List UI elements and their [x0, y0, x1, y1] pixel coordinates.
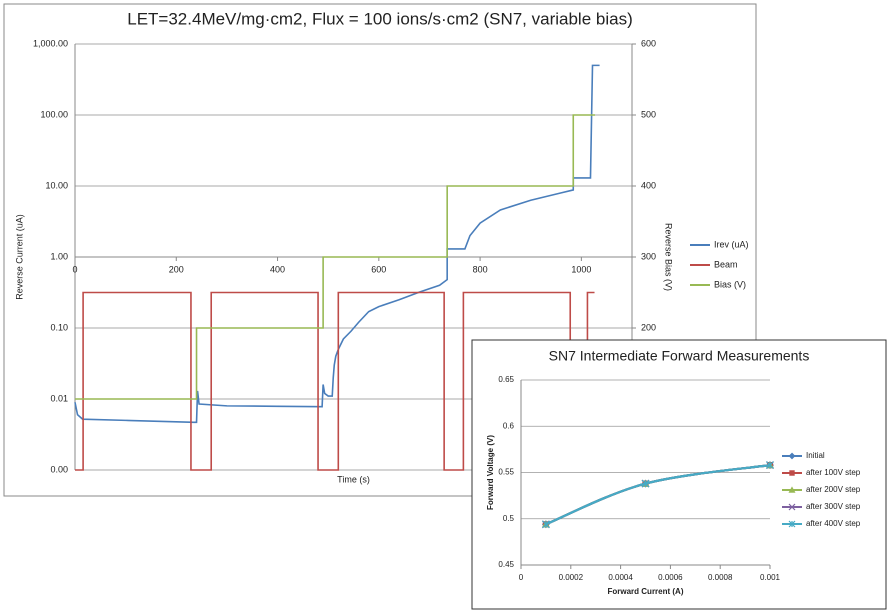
- x-tick-label: 0.0004: [608, 573, 633, 582]
- y2-tick-label: 300: [641, 251, 656, 261]
- legend-label: Beam: [714, 259, 738, 269]
- legend-label: after 200V step: [806, 485, 861, 494]
- x-tick-label: 0: [72, 264, 77, 274]
- x-axis-title: Time (s): [337, 474, 370, 484]
- y-axis-title: Reverse Current (uA): [14, 214, 24, 300]
- y-tick-label: 0.55: [498, 468, 514, 477]
- legend-label: after 100V step: [806, 468, 861, 477]
- legend-label: Irev (uA): [714, 239, 749, 249]
- y2-tick-label: 500: [641, 109, 656, 119]
- legend-label: Bias (V): [714, 279, 746, 289]
- x-axis-title: Forward Current (A): [608, 587, 684, 596]
- y-tick-label: 0.5: [503, 514, 515, 523]
- legend-label: Initial: [806, 451, 825, 460]
- marker: [766, 461, 774, 470]
- y-tick-label: 1,000.00: [33, 38, 68, 48]
- y-tick-label: 0.6: [503, 421, 515, 430]
- legend-marker: [789, 470, 795, 476]
- x-tick-label: 1000: [571, 264, 591, 274]
- chart-title: SN7 Intermediate Forward Measurements: [549, 348, 810, 364]
- y2-tick-label: 400: [641, 180, 656, 190]
- x-tick-label: 0: [519, 573, 524, 582]
- y2-tick-label: 200: [641, 322, 656, 332]
- series-line: [74, 64, 600, 424]
- y-tick-label: 100.00: [40, 109, 68, 119]
- x-tick-label: 0.001: [760, 573, 781, 582]
- legend-marker: [788, 503, 796, 511]
- y-tick-label: 10.00: [45, 180, 68, 190]
- x-tick-label: 800: [473, 264, 488, 274]
- y-tick-label: 0.65: [498, 375, 514, 384]
- x-tick-label: 0.0002: [559, 573, 584, 582]
- legend-label: after 400V step: [806, 519, 861, 528]
- x-tick-label: 0.0006: [658, 573, 683, 582]
- marker: [641, 479, 650, 488]
- y-axis-title: Forward Voltage (V): [486, 435, 495, 510]
- y2-axis-title: Reverse Bias (V): [664, 223, 674, 291]
- marker: [541, 520, 550, 529]
- y-tick-label: 0.10: [50, 322, 68, 332]
- x-tick-label: 200: [169, 264, 184, 274]
- legend-label: after 300V step: [806, 502, 861, 511]
- legend-marker: [788, 452, 796, 460]
- y2-tick-label: 600: [641, 38, 656, 48]
- y-tick-label: 0.45: [498, 560, 514, 569]
- legend-marker: [788, 520, 796, 528]
- x-tick-label: 600: [371, 264, 386, 274]
- x-tick-label: 400: [270, 264, 285, 274]
- series-line: [75, 114, 596, 400]
- legend-marker: [788, 486, 796, 493]
- y-tick-label: 1.00: [50, 251, 68, 261]
- x-tick-label: 0.0008: [708, 573, 733, 582]
- y-tick-label: 0.01: [50, 393, 68, 403]
- chart-frame: [471, 339, 887, 610]
- chart-title: LET=32.4MeV/mg·cm2, Flux = 100 ions/s·cm…: [127, 9, 632, 28]
- y-tick-label: 0.00: [50, 464, 68, 474]
